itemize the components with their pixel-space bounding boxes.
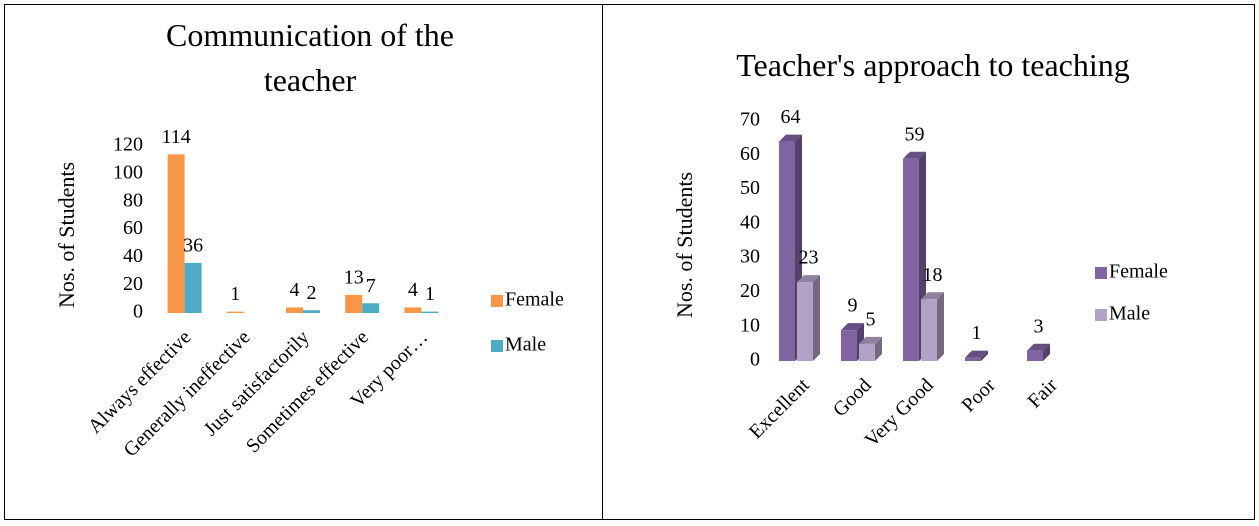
bar-side: [937, 292, 944, 361]
legend-label: Female: [1109, 261, 1168, 283]
bar: [859, 343, 875, 361]
bar-side: [813, 275, 820, 361]
data-label: 7: [366, 275, 376, 297]
bar: [404, 307, 422, 313]
bar-top: [797, 275, 820, 283]
bar-top: [921, 292, 944, 300]
y-tick-label: 80: [123, 189, 143, 211]
y-tick-label: 10: [740, 314, 760, 336]
bar-top: [779, 134, 802, 142]
bar: [167, 154, 185, 313]
bar: [797, 282, 813, 361]
bar: [903, 158, 919, 361]
x-tick-label: Just satisfactorily: [200, 326, 314, 440]
bar: [184, 262, 202, 313]
x-tick-label: Poor: [958, 374, 1001, 417]
bar-side: [981, 350, 988, 361]
bar-side: [1043, 343, 1050, 361]
x-tick-label: Good: [829, 374, 876, 421]
bar-top: [859, 336, 882, 344]
legend-label: Male: [505, 334, 546, 356]
y-axis-label: Nos. of Students: [672, 172, 697, 318]
x-tick-label: Excellent: [745, 374, 814, 443]
y-axis-label: Nos. of Students: [54, 162, 79, 308]
x-tick-label: Very Good: [861, 374, 938, 451]
y-tick-label: 20: [123, 273, 143, 295]
y-tick-label: 100: [113, 161, 143, 183]
bar: [965, 357, 981, 361]
bar-top: [903, 151, 926, 159]
data-label: 1: [230, 283, 240, 305]
data-label: 1: [972, 322, 982, 344]
data-label: 59: [905, 123, 925, 145]
chart-panel: Teacher's approach to teaching Nos. of S…: [602, 4, 1255, 520]
data-label: 18: [923, 264, 943, 286]
x-tick-label: Fair: [1023, 374, 1062, 413]
bar-top: [965, 350, 988, 358]
chart-title: Communication of the teacher: [166, 17, 454, 98]
bar: [779, 141, 795, 361]
chart-panel: Communication of the teacher Nos. of Stu…: [4, 4, 603, 520]
y-tick-label: 0: [133, 301, 143, 323]
y-tick-label: 60: [740, 143, 760, 165]
data-label: 5: [866, 308, 876, 330]
data-label: 9: [848, 295, 858, 317]
bar: [421, 311, 439, 313]
y-tick-label: 30: [740, 246, 760, 268]
y-tick-label: 120: [113, 134, 143, 156]
bar: [841, 330, 857, 361]
legend-label: Female: [505, 289, 564, 311]
y-tick-label: 0: [750, 349, 760, 371]
bar: [921, 299, 937, 361]
bar: [303, 310, 320, 313]
bar: [286, 307, 303, 313]
chart: Nos. of Students 0 10 20 30 40 50 60 70 Excellent…: [672, 106, 1168, 451]
x-tick-label: Always effective: [84, 326, 196, 438]
bar-top: [841, 323, 864, 331]
y-tick-label: 20: [740, 280, 760, 302]
bar: [362, 303, 380, 313]
y-tick-label: 40: [123, 245, 143, 267]
legend-swatch: [491, 340, 503, 352]
data-label: 4: [408, 279, 418, 301]
legend-label: Male: [1109, 303, 1150, 325]
data-label: 23: [799, 247, 819, 269]
bar: [345, 294, 363, 313]
data-label: 36: [183, 234, 203, 256]
data-label: 4: [290, 279, 300, 301]
chart-title: Teacher's approach to teaching: [736, 47, 1130, 83]
chart: Nos. of Students 0 20 40 60 80 100 120 Always ef…: [54, 126, 564, 461]
legend-swatch: [491, 295, 503, 307]
legend-swatch: [1095, 267, 1107, 279]
data-label: 2: [307, 282, 317, 304]
y-tick-label: 70: [740, 109, 760, 131]
legend-swatch: [1095, 309, 1107, 321]
data-label: 1: [425, 283, 435, 305]
data-label: 13: [344, 267, 364, 289]
y-tick-label: 40: [740, 211, 760, 233]
data-label: 114: [161, 126, 190, 148]
bar: [1027, 350, 1043, 361]
data-label: 64: [781, 106, 801, 128]
y-tick-label: 50: [740, 177, 760, 199]
y-tick-label: 60: [123, 217, 143, 239]
bar-side: [875, 336, 882, 361]
bar-top: [1027, 343, 1050, 351]
bar: [226, 311, 244, 313]
data-label: 3: [1034, 315, 1044, 337]
